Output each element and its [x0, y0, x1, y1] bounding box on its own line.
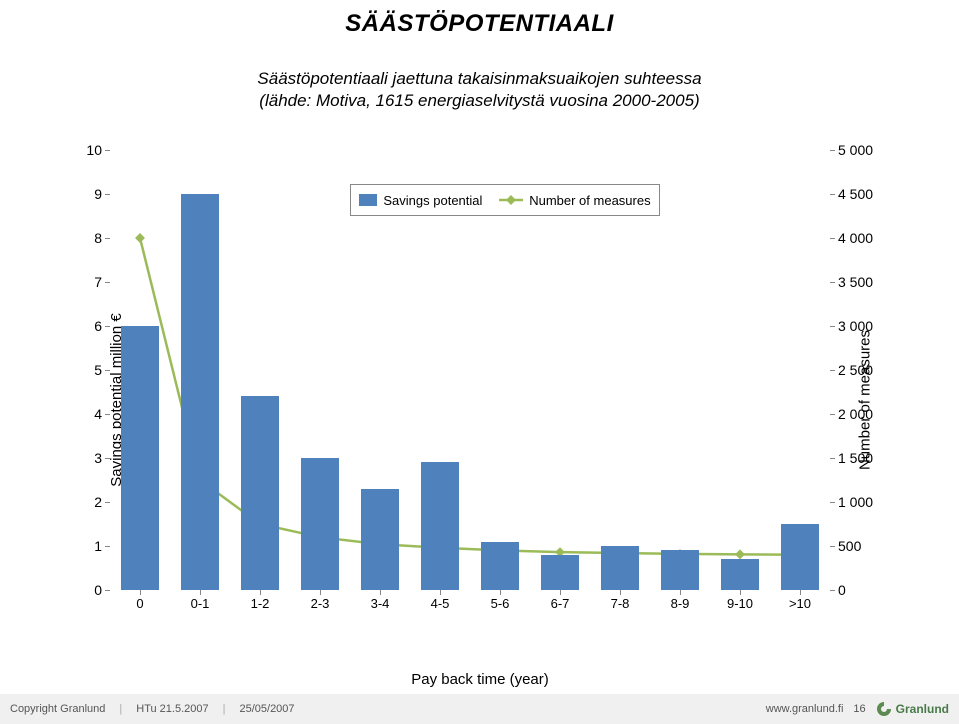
bar	[481, 542, 518, 590]
bar	[301, 458, 338, 590]
ytick-right: 2 000	[830, 406, 873, 422]
footer-page: 16	[853, 703, 865, 715]
bar	[721, 559, 758, 590]
subtitle-line2: (lähde: Motiva, 1615 energiaselvitystä v…	[0, 90, 959, 112]
bar	[781, 524, 818, 590]
bar	[601, 546, 638, 590]
plot-area: Savings potential Number of measures 012…	[110, 150, 830, 590]
ytick-right: 3 000	[830, 318, 873, 334]
footer-author: HTu 21.5.2007	[136, 703, 208, 715]
bar	[121, 326, 158, 590]
subtitle: Säästöpotentiaali jaettuna takaisinmaksu…	[0, 68, 959, 112]
subtitle-line1: Säästöpotentiaali jaettuna takaisinmaksu…	[0, 68, 959, 90]
ytick-right: 2 500	[830, 362, 873, 378]
footer-copyright: Copyright Granlund	[10, 703, 105, 715]
footer-url: www.granlund.fi	[766, 703, 844, 715]
bar	[421, 462, 458, 590]
bar	[361, 489, 398, 590]
brand-logo: Granlund	[876, 701, 949, 717]
bar	[241, 396, 278, 590]
ytick-right: 3 500	[830, 274, 873, 290]
bar	[661, 550, 698, 590]
ytick-right: 4 500	[830, 186, 873, 202]
brand-logo-icon	[876, 701, 892, 717]
ytick-right: 1 000	[830, 494, 873, 510]
footer: Copyright Granlund | HTu 21.5.2007 | 25/…	[0, 694, 959, 724]
ytick-right: 4 000	[830, 230, 873, 246]
page-title: SÄÄSTÖPOTENTIAALI	[0, 10, 959, 38]
ytick-right: 5 000	[830, 142, 873, 158]
footer-sep: |	[119, 703, 122, 715]
bar	[541, 555, 578, 590]
bar	[181, 194, 218, 590]
footer-sep: |	[223, 703, 226, 715]
x-axis-label: Pay back time (year)	[411, 671, 549, 688]
chart: Savings potential million € Number of me…	[50, 150, 910, 650]
ytick-right: 1 500	[830, 450, 873, 466]
footer-date: 25/05/2007	[239, 703, 294, 715]
